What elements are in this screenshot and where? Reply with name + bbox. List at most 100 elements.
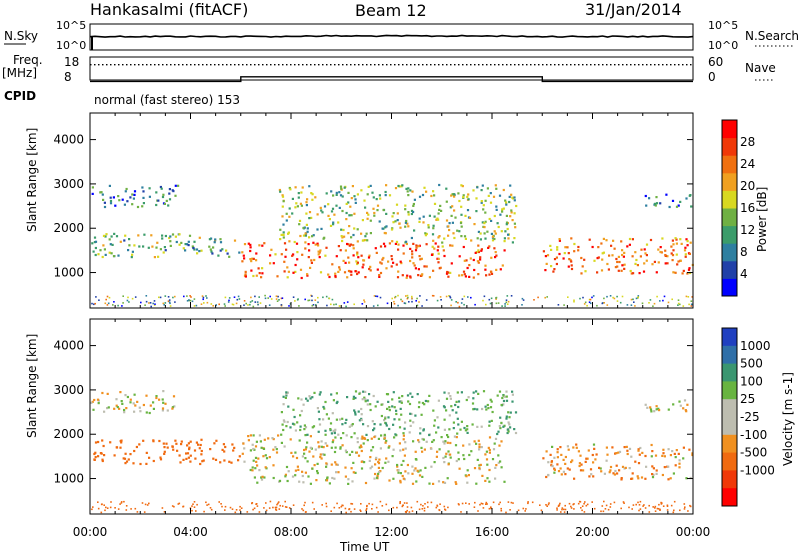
- range-cell: [476, 186, 479, 189]
- range-cell: [457, 400, 461, 403]
- range-cell: [385, 225, 388, 228]
- range-cell: [489, 406, 493, 409]
- range-cell: [352, 247, 355, 250]
- range-cell: [337, 245, 340, 248]
- range-cell: [430, 194, 433, 198]
- range-cell: [304, 471, 307, 474]
- range-cell: [447, 234, 450, 237]
- near-range-cell: [448, 295, 450, 297]
- range-cell: [364, 390, 367, 393]
- near-range-cell: [268, 304, 271, 306]
- range-cell: [157, 255, 160, 258]
- range-cell: [307, 475, 310, 478]
- velocity-colorbar-tick: 500: [740, 357, 763, 371]
- range-cell: [161, 195, 165, 199]
- range-cell: [287, 270, 290, 273]
- range-cell: [606, 453, 609, 456]
- range-cell: [148, 187, 151, 190]
- near-range-cell: [406, 297, 409, 300]
- near-range-cell: [253, 507, 256, 510]
- range-cell: [552, 270, 555, 273]
- range-cell: [241, 251, 244, 254]
- range-cell: [488, 424, 491, 427]
- near-range-cell: [660, 501, 662, 504]
- range-cell: [472, 391, 475, 394]
- range-cell: [351, 423, 354, 426]
- range-cell: [686, 403, 689, 406]
- range-cell: [152, 401, 155, 404]
- range-cell: [200, 249, 203, 252]
- range-cell: [480, 249, 483, 252]
- range-cell: [545, 262, 548, 265]
- range-cell: [464, 214, 467, 217]
- range-cell: [388, 427, 391, 431]
- range-cell: [306, 273, 309, 276]
- near-range-cell: [158, 296, 160, 299]
- range-cell: [624, 466, 627, 469]
- range-cell: [302, 403, 305, 406]
- range-cell: [405, 242, 408, 246]
- range-cell: [626, 449, 629, 452]
- time-tick-label: 00:00: [73, 525, 108, 539]
- range-cell: [297, 196, 300, 199]
- range-cell: [365, 232, 368, 235]
- velocity-colorbar-tick: -100: [740, 428, 767, 442]
- range-cell: [145, 451, 148, 454]
- range-cell: [677, 204, 680, 207]
- range-cell: [392, 423, 395, 426]
- range-cell: [628, 447, 632, 450]
- near-range-cell: [600, 510, 602, 513]
- range-cell: [260, 446, 263, 449]
- range-cell: [595, 453, 598, 456]
- range-cell: [91, 400, 94, 403]
- near-range-cell: [458, 305, 461, 308]
- range-cell: [333, 477, 336, 480]
- range-cell: [219, 241, 223, 244]
- range-cell: [339, 249, 342, 252]
- range-cell: [406, 274, 409, 277]
- range-cell: [261, 244, 264, 247]
- range-cell: [343, 271, 347, 274]
- range-cell: [388, 445, 391, 448]
- range-cell: [484, 237, 487, 240]
- range-cell: [360, 407, 363, 411]
- range-cell: [124, 462, 127, 465]
- range-cell: [460, 184, 463, 187]
- range-cell: [306, 274, 309, 277]
- near-range-cell: [457, 301, 459, 304]
- range-cell: [356, 437, 359, 440]
- near-range-cell: [401, 505, 404, 508]
- nsky-tick-high: 10^5: [56, 19, 86, 32]
- near-range-cell: [361, 303, 364, 305]
- near-range-cell: [667, 301, 670, 304]
- near-range-cell: [586, 503, 589, 506]
- range-cell: [688, 267, 691, 270]
- range-cell: [559, 467, 562, 470]
- range-cell: [342, 259, 345, 262]
- range-cell: [475, 210, 478, 213]
- near-range-cell: [613, 501, 616, 504]
- near-range-cell: [416, 304, 419, 307]
- range-cell: [319, 271, 323, 274]
- range-cell: [124, 452, 127, 455]
- range-cell: [614, 452, 617, 455]
- range-cell: [293, 423, 296, 426]
- range-cell: [409, 259, 412, 263]
- near-range-cell: [411, 510, 414, 512]
- power-x-ticks: [89, 113, 694, 308]
- near-range-cell: [402, 504, 404, 506]
- range-cell: [312, 455, 315, 458]
- range-cell: [175, 240, 178, 244]
- range-cell: [398, 442, 401, 445]
- range-cell: [511, 196, 514, 199]
- range-cell: [356, 272, 359, 276]
- near-range-cell: [276, 300, 279, 302]
- range-cell: [567, 252, 570, 255]
- range-cell: [120, 441, 123, 444]
- range-cell: [575, 443, 578, 446]
- near-range-cell: [630, 304, 633, 306]
- range-cell: [281, 195, 285, 198]
- range-cell: [142, 202, 145, 205]
- range-cell: [189, 454, 192, 457]
- range-cell: [637, 449, 640, 452]
